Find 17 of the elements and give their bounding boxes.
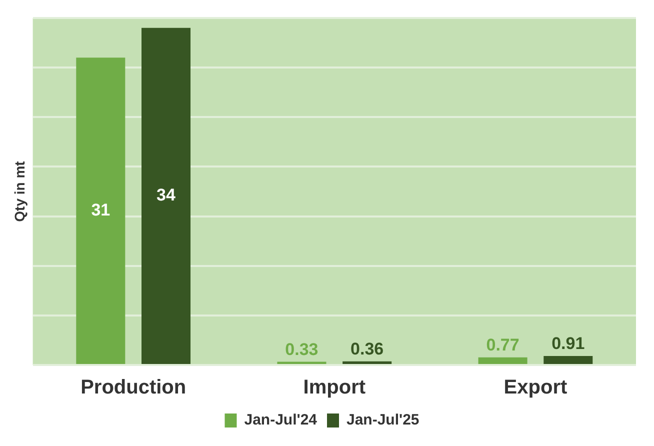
data-label: 34 — [156, 186, 176, 205]
legend-label: Jan-Jul'24 — [244, 412, 318, 429]
y-axis-title: Qty in mt — [11, 160, 28, 222]
x-tick-label: Import — [303, 376, 366, 399]
x-tick-label: Export — [504, 376, 568, 399]
bar — [342, 361, 392, 364]
data-label: 31 — [91, 200, 110, 220]
x-tick-label: Production — [80, 376, 186, 399]
data-label: 0.36 — [350, 340, 384, 359]
bar — [76, 58, 126, 364]
bar — [544, 356, 593, 364]
bar — [478, 357, 528, 364]
data-label: 0.33 — [285, 340, 318, 359]
legend-label: Jan-Jul'25 — [346, 412, 420, 429]
data-label: 0.77 — [486, 336, 520, 355]
data-label: 0.91 — [552, 334, 585, 354]
bar — [142, 28, 191, 364]
